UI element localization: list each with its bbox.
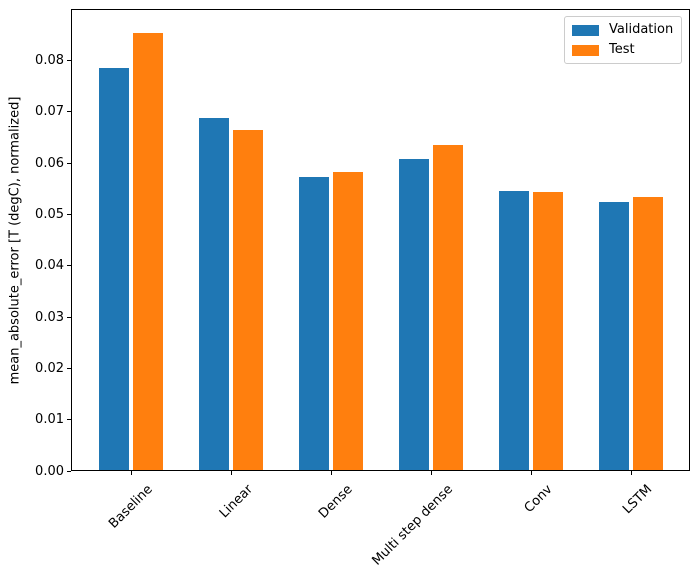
y-axis-label: mean_absolute_error [T (degC), normalize…: [7, 96, 23, 385]
x-tick-label: Baseline: [106, 482, 156, 532]
y-tick-label: 0.01: [35, 412, 64, 428]
x-tick-mark: [531, 471, 532, 475]
y-tick-mark: [67, 213, 71, 215]
y-tick-label: 0.00: [35, 463, 64, 479]
y-tick-label: 0.02: [35, 360, 64, 376]
x-tick-mark: [631, 471, 632, 475]
y-tick-label: 0.05: [35, 206, 64, 222]
y-tick-mark: [67, 59, 71, 61]
y-tick-mark: [67, 367, 71, 369]
x-tick-label: Multi step dense: [369, 482, 456, 569]
y-tick-label: 0.04: [35, 258, 64, 274]
x-tick-mark: [431, 471, 432, 475]
bar-test-0: [133, 32, 163, 471]
bar-test-3: [433, 145, 463, 471]
bar-validation-5: [599, 202, 629, 471]
legend-item-test: Test: [572, 42, 673, 58]
legend-label-validation: Validation: [609, 22, 674, 37]
bar-validation-1: [199, 117, 229, 471]
bar-test-5: [633, 196, 663, 471]
bar-validation-3: [399, 159, 429, 471]
x-tick-mark: [231, 471, 232, 475]
x-tick-label: Linear: [216, 482, 256, 522]
x-tick-label: LSTM: [620, 482, 656, 518]
y-tick-label: 0.07: [35, 104, 64, 120]
bar-test-4: [533, 191, 563, 471]
y-tick-mark: [67, 316, 71, 318]
y-tick-mark: [67, 470, 71, 472]
legend: Validation Test: [564, 16, 683, 64]
legend-label-test: Test: [609, 42, 635, 57]
bar-validation-4: [499, 190, 529, 471]
y-tick-label: 0.06: [35, 155, 64, 171]
y-tick-label: 0.03: [35, 309, 64, 325]
legend-swatch-test: [572, 44, 599, 56]
bar-test-1: [233, 130, 263, 471]
bar-test-2: [333, 171, 363, 471]
bar-validation-2: [299, 176, 329, 471]
y-tick-label: 0.08: [35, 52, 64, 68]
x-tick-label: Conv: [521, 482, 556, 516]
y-tick-mark: [67, 419, 71, 421]
y-tick-mark: [67, 111, 71, 113]
x-tick-mark: [331, 471, 332, 475]
x-tick-mark: [131, 471, 132, 475]
legend-swatch-validation: [572, 24, 599, 36]
y-tick-mark: [67, 265, 71, 267]
legend-item-validation: Validation: [572, 22, 673, 38]
y-tick-mark: [67, 162, 71, 164]
x-tick-label: Dense: [315, 482, 356, 522]
axes-frame: [71, 9, 690, 471]
bar-validation-0: [99, 68, 129, 471]
